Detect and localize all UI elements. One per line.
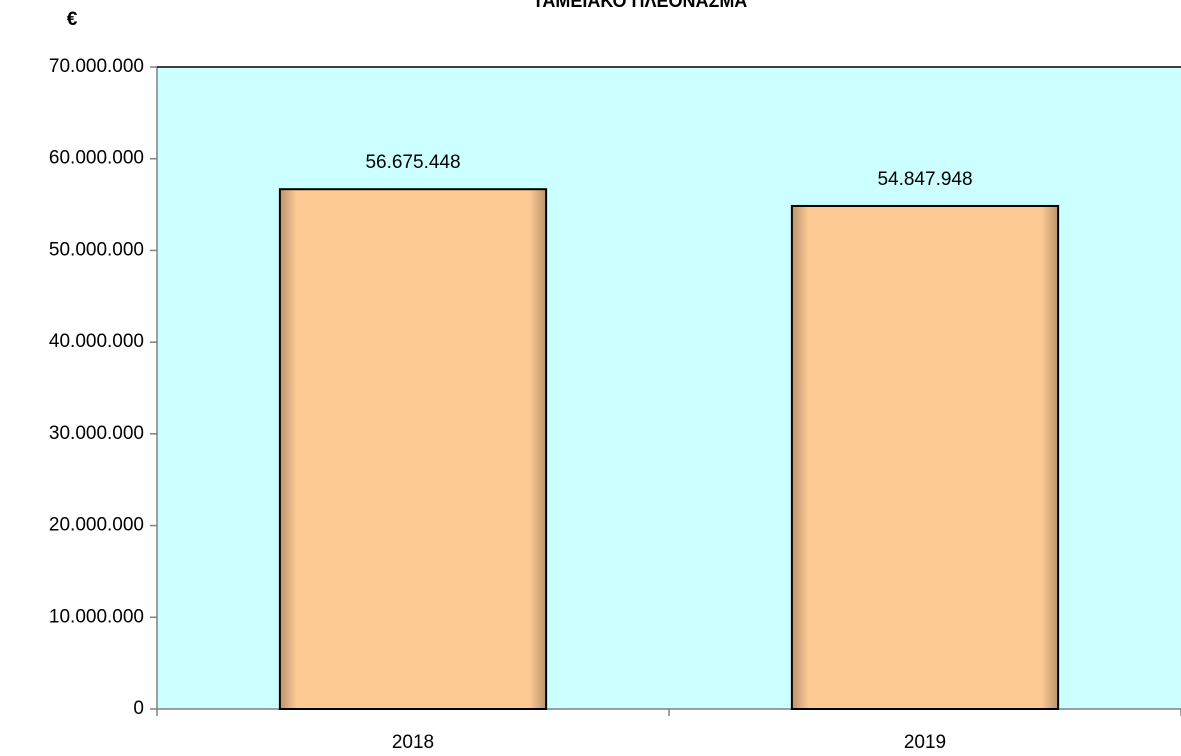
bar-shade xyxy=(792,206,1058,709)
y-tick-label: 30.000.000 xyxy=(49,423,144,444)
y-tick-label: 0 xyxy=(133,698,144,719)
y-axis-label: € xyxy=(67,9,78,30)
y-tick-label: 70.000.000 xyxy=(49,56,144,77)
y-tick-label: 40.000.000 xyxy=(49,331,144,352)
y-tick-label: 10.000.000 xyxy=(49,606,144,627)
bar-shade xyxy=(280,190,546,708)
chart-title: ΤΑΜΕΙΑΚΟ ΠΛΕΟΝΑΣΜΑ xyxy=(533,0,748,11)
value-label: 54.847.948 xyxy=(877,169,972,190)
y-tick-label: 20.000.000 xyxy=(49,515,144,536)
y-tick-label: 60.000.000 xyxy=(49,148,144,169)
x-tick-label: 2019 xyxy=(904,732,946,753)
x-tick-label: 2018 xyxy=(392,732,434,753)
value-label: 56.675.448 xyxy=(365,152,460,173)
y-tick-label: 50.000.000 xyxy=(49,239,144,260)
